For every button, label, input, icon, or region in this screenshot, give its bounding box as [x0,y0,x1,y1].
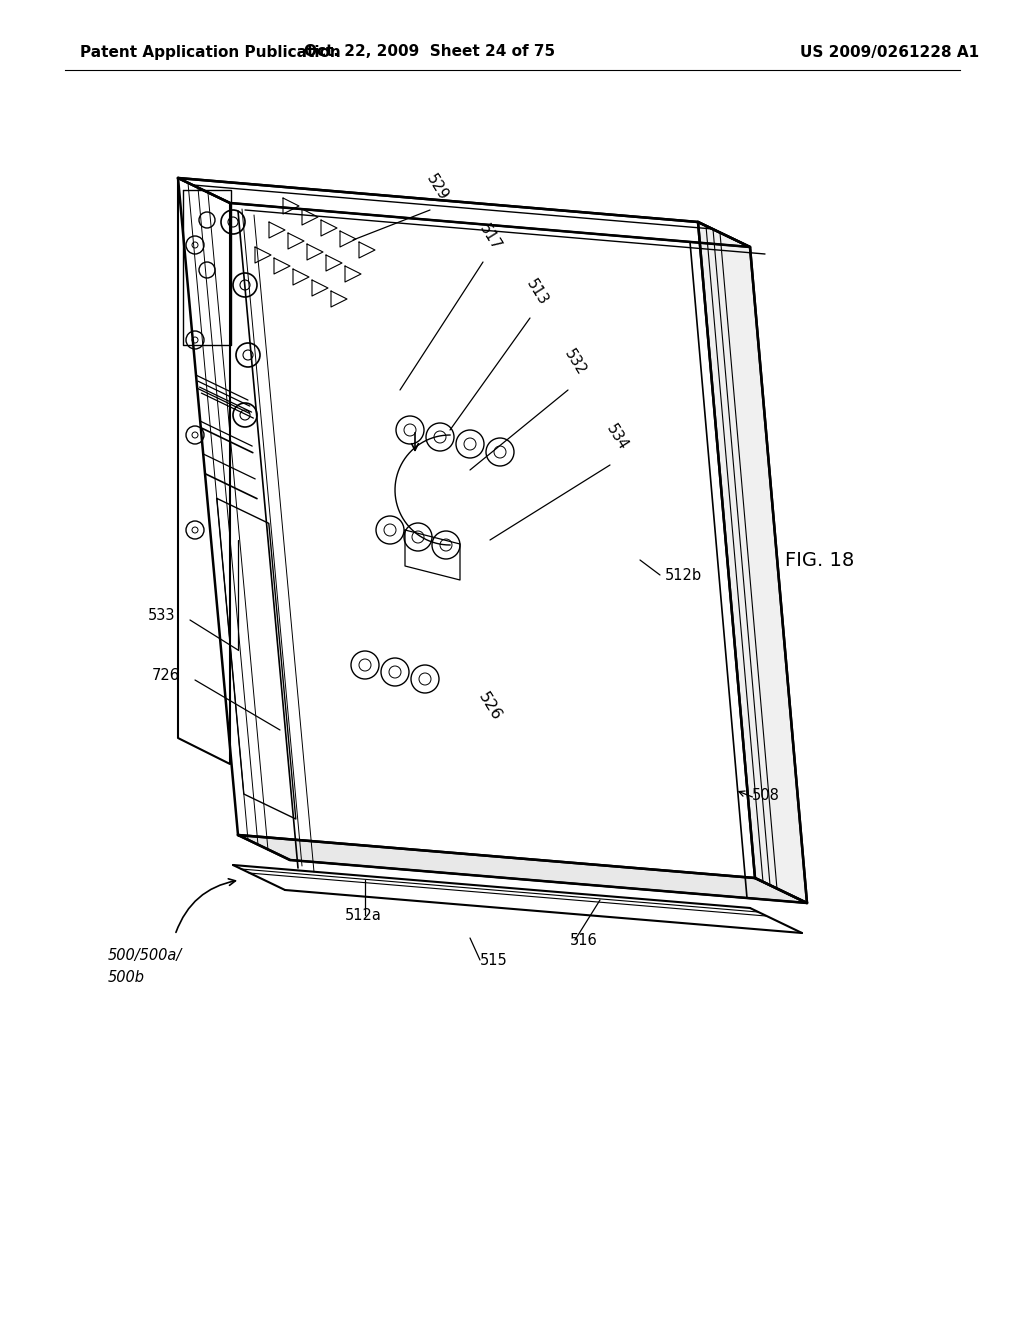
Text: 500/500a/: 500/500a/ [108,948,182,964]
Text: 515: 515 [480,953,508,968]
Polygon shape [698,222,807,903]
Text: Oct. 22, 2009  Sheet 24 of 75: Oct. 22, 2009 Sheet 24 of 75 [304,45,556,59]
Text: 529: 529 [423,172,451,203]
Text: 532: 532 [561,347,589,378]
Text: 534: 534 [603,421,631,453]
Text: 526: 526 [475,689,505,723]
Text: 517: 517 [476,222,504,253]
Text: 726: 726 [152,668,180,682]
Polygon shape [178,178,750,247]
Text: Patent Application Publication: Patent Application Publication [80,45,341,59]
Text: 500b: 500b [108,970,145,985]
Text: 516: 516 [570,933,598,948]
Polygon shape [238,836,807,903]
Text: 533: 533 [148,609,175,623]
Text: 512b: 512b [665,568,702,583]
Text: US 2009/0261228 A1: US 2009/0261228 A1 [800,45,979,59]
Text: FIG. 18: FIG. 18 [785,550,855,569]
Text: 508: 508 [752,788,780,803]
Text: 513: 513 [523,277,551,308]
Text: 512a: 512a [345,908,382,923]
